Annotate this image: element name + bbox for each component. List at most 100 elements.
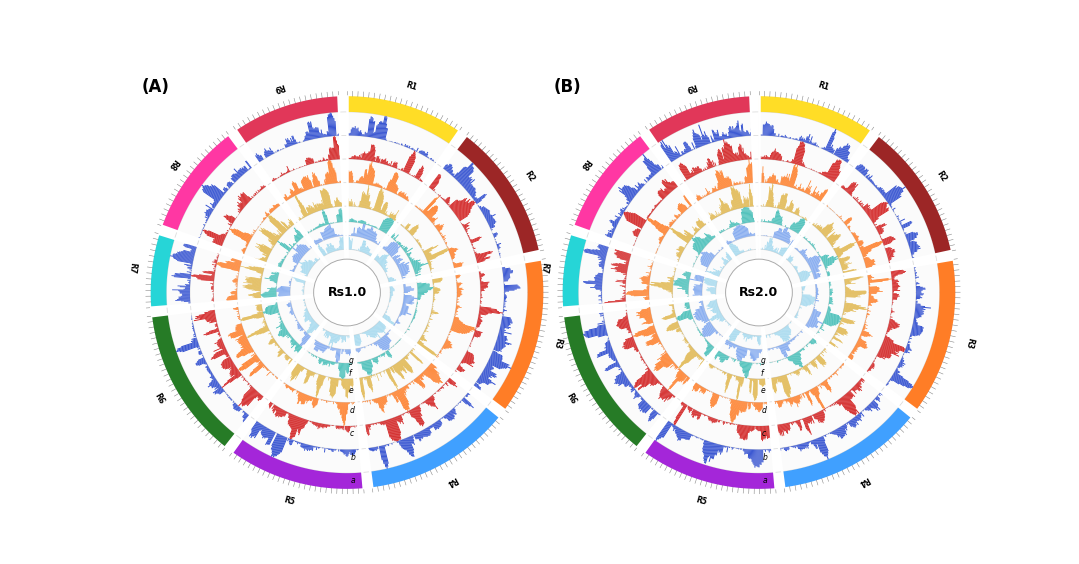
Polygon shape (296, 345, 301, 351)
Polygon shape (693, 383, 697, 389)
Polygon shape (742, 449, 743, 451)
Polygon shape (661, 288, 672, 289)
Polygon shape (723, 262, 726, 265)
Polygon shape (390, 367, 393, 372)
Polygon shape (862, 253, 869, 255)
Polygon shape (794, 248, 795, 249)
Polygon shape (886, 248, 892, 251)
Polygon shape (246, 241, 249, 244)
Polygon shape (892, 287, 899, 288)
Polygon shape (420, 245, 421, 246)
Polygon shape (892, 284, 898, 285)
Polygon shape (598, 257, 605, 259)
Polygon shape (745, 197, 747, 207)
Polygon shape (623, 187, 634, 197)
Polygon shape (341, 210, 343, 222)
Polygon shape (678, 206, 684, 213)
Polygon shape (406, 438, 414, 457)
Polygon shape (230, 373, 242, 383)
Polygon shape (651, 378, 657, 384)
Polygon shape (243, 349, 254, 356)
Polygon shape (830, 376, 831, 377)
Polygon shape (794, 396, 796, 403)
Polygon shape (863, 257, 868, 259)
Polygon shape (823, 322, 832, 327)
Polygon shape (687, 345, 691, 347)
Polygon shape (484, 214, 490, 217)
Polygon shape (830, 147, 833, 153)
Polygon shape (343, 363, 344, 378)
Polygon shape (402, 439, 409, 452)
Polygon shape (830, 235, 842, 244)
Polygon shape (743, 333, 746, 340)
Polygon shape (251, 312, 263, 316)
Polygon shape (674, 365, 677, 367)
Polygon shape (246, 279, 261, 281)
Polygon shape (784, 233, 790, 242)
Polygon shape (183, 250, 195, 254)
Polygon shape (199, 237, 200, 239)
Polygon shape (617, 320, 628, 323)
Polygon shape (298, 392, 301, 399)
Polygon shape (599, 312, 603, 314)
Polygon shape (229, 397, 231, 399)
Polygon shape (661, 167, 664, 169)
Polygon shape (652, 380, 658, 385)
Polygon shape (423, 246, 433, 252)
Polygon shape (278, 314, 279, 315)
Polygon shape (791, 206, 794, 213)
Polygon shape (353, 335, 356, 345)
Polygon shape (890, 268, 899, 271)
Polygon shape (750, 232, 751, 236)
Polygon shape (504, 294, 506, 296)
Polygon shape (615, 374, 626, 381)
Polygon shape (231, 293, 237, 294)
Polygon shape (455, 310, 456, 311)
Polygon shape (227, 372, 240, 382)
Polygon shape (694, 291, 702, 292)
Polygon shape (381, 397, 384, 408)
Polygon shape (173, 257, 193, 262)
Polygon shape (617, 218, 620, 220)
Polygon shape (427, 261, 431, 262)
Polygon shape (777, 152, 779, 160)
Polygon shape (822, 351, 824, 353)
Polygon shape (780, 376, 786, 393)
Polygon shape (863, 255, 868, 257)
Polygon shape (314, 422, 316, 425)
Polygon shape (423, 372, 427, 377)
Polygon shape (640, 356, 642, 358)
Polygon shape (631, 295, 650, 296)
Polygon shape (842, 267, 849, 270)
Polygon shape (217, 326, 218, 327)
Polygon shape (385, 162, 387, 165)
Polygon shape (735, 228, 739, 239)
Polygon shape (860, 242, 877, 250)
Polygon shape (782, 175, 786, 185)
Polygon shape (331, 245, 334, 252)
Polygon shape (489, 221, 495, 224)
Polygon shape (742, 362, 745, 368)
Polygon shape (211, 300, 214, 301)
Polygon shape (243, 387, 254, 398)
Polygon shape (890, 377, 904, 386)
Polygon shape (228, 261, 241, 265)
Polygon shape (824, 349, 827, 350)
Polygon shape (319, 133, 320, 138)
Polygon shape (642, 283, 650, 284)
Polygon shape (451, 255, 455, 258)
Polygon shape (258, 395, 262, 401)
Polygon shape (618, 318, 628, 320)
Polygon shape (252, 232, 255, 233)
Polygon shape (298, 347, 303, 354)
Polygon shape (800, 307, 802, 309)
Polygon shape (409, 225, 418, 233)
Polygon shape (647, 307, 651, 309)
Polygon shape (669, 222, 672, 225)
Polygon shape (795, 138, 796, 140)
Polygon shape (705, 223, 706, 224)
Polygon shape (740, 251, 742, 253)
Polygon shape (241, 193, 249, 202)
Polygon shape (288, 360, 293, 368)
Polygon shape (769, 349, 770, 350)
